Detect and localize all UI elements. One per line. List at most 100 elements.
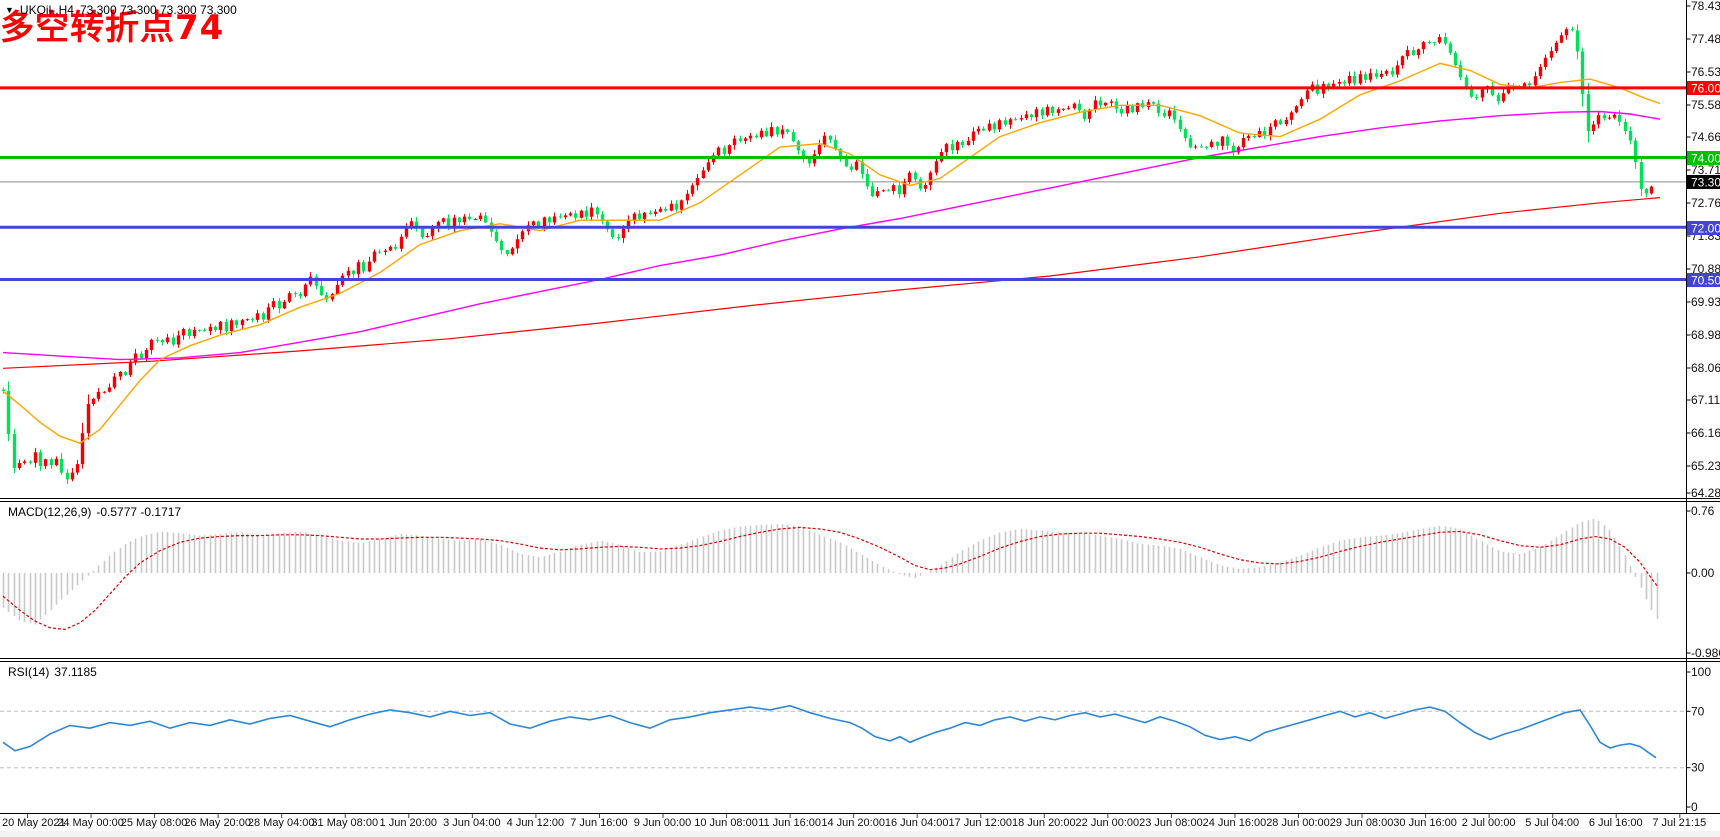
candle-body bbox=[187, 329, 192, 337]
candle-body bbox=[1602, 115, 1607, 119]
candle-body bbox=[1193, 146, 1198, 148]
candle-body bbox=[955, 141, 960, 151]
candle-body bbox=[626, 219, 631, 229]
candle-body bbox=[531, 221, 536, 226]
candle-body bbox=[944, 144, 949, 153]
candle-body bbox=[457, 217, 462, 223]
candle-body bbox=[181, 329, 186, 336]
candle-body bbox=[1050, 106, 1055, 113]
candle-body bbox=[1496, 95, 1501, 102]
candle-body bbox=[1352, 75, 1357, 84]
candle-body bbox=[759, 130, 764, 138]
candle-body bbox=[621, 228, 626, 238]
candle-body bbox=[1411, 50, 1416, 56]
candle-body bbox=[1368, 73, 1373, 80]
candle-body bbox=[600, 214, 605, 222]
candle-body bbox=[1125, 105, 1130, 114]
candle-body bbox=[648, 212, 653, 214]
time-label: 7 Jun 16:00 bbox=[570, 817, 628, 829]
price-axis-label: 77.485 bbox=[1691, 32, 1720, 46]
candle-body bbox=[446, 218, 451, 227]
macd-values: -0.5777 -0.1717 bbox=[96, 505, 182, 519]
candle-body bbox=[1384, 70, 1389, 74]
candle-body bbox=[22, 461, 27, 463]
macd-indicator-label: MACD(12,26,9) -0.5777 -0.1717 bbox=[8, 505, 181, 519]
candle-body bbox=[38, 452, 43, 467]
time-label: 1 Jun 20:00 bbox=[380, 817, 438, 829]
price-axis-label: 76.535 bbox=[1691, 65, 1720, 79]
time-label: 22 Jun 00:00 bbox=[1076, 817, 1140, 829]
candle-body bbox=[727, 145, 732, 154]
candle-body bbox=[425, 235, 430, 238]
price-axis-label: 69.935 bbox=[1691, 295, 1720, 309]
candle-body bbox=[907, 172, 912, 182]
time-label: 26 May 20:00 bbox=[184, 817, 251, 829]
candle-body bbox=[1178, 119, 1183, 129]
candle-body bbox=[1109, 101, 1114, 103]
candle-body bbox=[1013, 119, 1018, 121]
macd-pane[interactable] bbox=[2, 518, 1659, 631]
candle-body bbox=[536, 221, 541, 227]
candlestick-series bbox=[1, 24, 1654, 484]
candle-body bbox=[197, 329, 202, 331]
candle-body bbox=[33, 452, 38, 463]
candle-body bbox=[1273, 120, 1278, 127]
price-axis[interactable]: 78.435 77.485 76.535 75.585 74.660 73.710 72.7… bbox=[1686, 0, 1720, 814]
candle-body bbox=[255, 313, 260, 320]
candle-body bbox=[764, 130, 769, 137]
candle-body bbox=[1077, 103, 1082, 111]
price-axis-label: 68.985 bbox=[1691, 328, 1720, 342]
candle-body bbox=[1029, 114, 1034, 118]
candle-body bbox=[1554, 42, 1559, 52]
candle-body bbox=[1130, 105, 1135, 113]
candle-body bbox=[1246, 136, 1251, 139]
candle-body bbox=[383, 250, 388, 252]
candle-body bbox=[6, 390, 11, 435]
candle-body bbox=[1549, 51, 1554, 58]
candle-body bbox=[981, 128, 986, 131]
candle-body bbox=[266, 307, 271, 320]
candle-body bbox=[483, 215, 488, 223]
candle-body bbox=[1040, 109, 1045, 116]
candle-body bbox=[1093, 100, 1098, 110]
candle-body bbox=[1490, 86, 1495, 96]
candle-body bbox=[579, 210, 584, 218]
candle-body bbox=[1024, 114, 1029, 119]
candle-body bbox=[388, 246, 393, 251]
candle-body bbox=[1019, 118, 1024, 120]
candle-body bbox=[12, 434, 17, 469]
candle-body bbox=[287, 293, 292, 302]
symbol-title[interactable]: ▼ UKOil-,H4 73.300 73.300 73.300 73.300 bbox=[5, 3, 237, 17]
candle-body bbox=[743, 138, 748, 141]
candle-body bbox=[473, 219, 478, 221]
candle-body bbox=[356, 262, 361, 275]
candle-body bbox=[997, 120, 1002, 130]
candle-body bbox=[833, 139, 838, 149]
candle-body bbox=[966, 140, 971, 146]
macd-histogram bbox=[2, 518, 1659, 625]
candle-body bbox=[663, 208, 668, 211]
chevron-down-icon[interactable]: ▼ bbox=[5, 4, 14, 15]
main-chart-pane[interactable] bbox=[0, 24, 1686, 484]
ma-mid-line bbox=[2, 110, 1661, 361]
candle-body bbox=[775, 127, 780, 135]
candle-body bbox=[324, 295, 329, 300]
candle-body bbox=[1395, 65, 1400, 75]
candle-body bbox=[372, 251, 377, 262]
rsi-pane[interactable] bbox=[0, 704, 1686, 769]
candle-body bbox=[902, 181, 907, 195]
time-label: 14 Jun 20:00 bbox=[821, 817, 885, 829]
time-label: 20 May 2021 bbox=[2, 817, 66, 829]
candle-body bbox=[1156, 103, 1161, 113]
price-badge-bg bbox=[1687, 273, 1720, 287]
candle-body bbox=[96, 391, 101, 399]
candle-body bbox=[49, 459, 54, 466]
candle-body bbox=[642, 212, 647, 220]
candle-body bbox=[632, 213, 637, 220]
candle-body bbox=[1522, 83, 1527, 87]
candle-body bbox=[1469, 87, 1474, 97]
candle-body bbox=[80, 433, 85, 465]
